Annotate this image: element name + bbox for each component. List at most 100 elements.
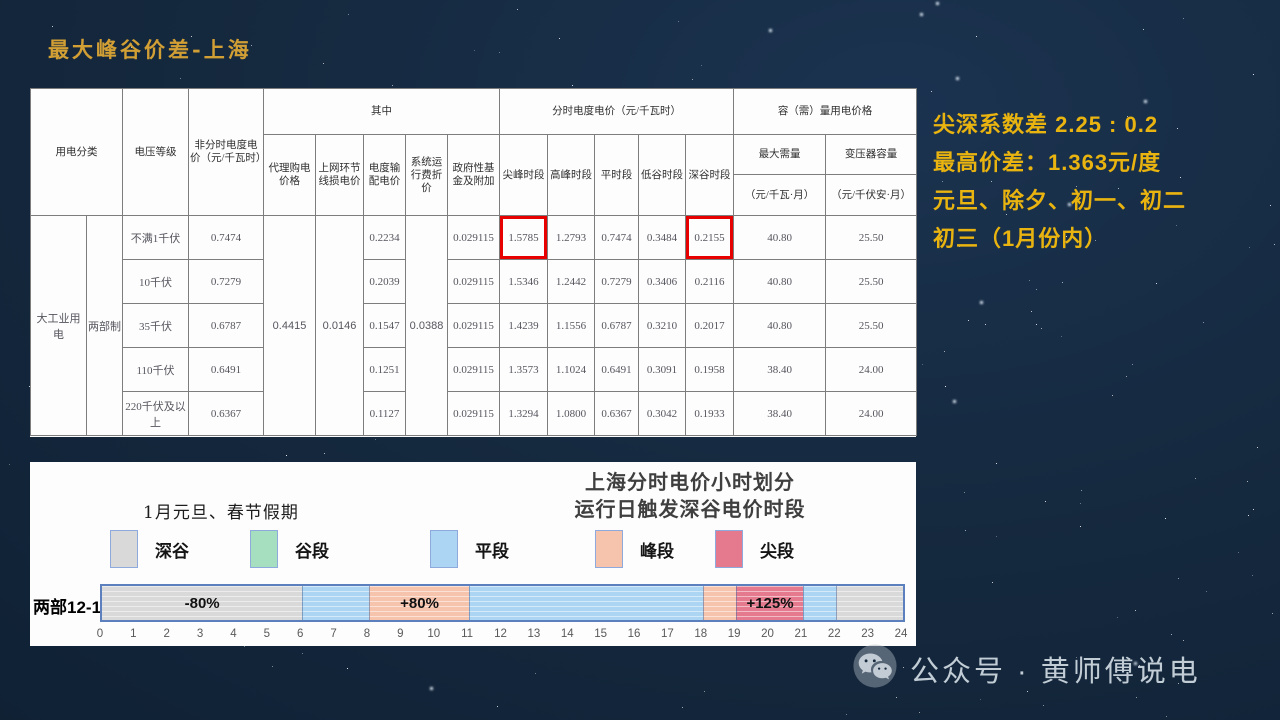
table-row: 220千伏及以上 0.6367 0.1127 0.029115 1.3294 1.0800… (31, 391, 918, 436)
axis-tick: 3 (196, 628, 204, 640)
axis-tick: 1 (130, 628, 137, 640)
cell-trans-dist: 0.1127 (363, 391, 406, 436)
header-flat: 平时段 (594, 134, 640, 216)
legend-item: 峰段 (595, 530, 674, 568)
legend-swatch (250, 530, 278, 568)
tou-segment-18-19 (702, 586, 737, 620)
wechat-icon (852, 643, 898, 694)
cell-sharp-peak: 1.5785 (499, 215, 549, 260)
legend-item: 尖段 (715, 530, 794, 568)
cell-max-demand: 38.40 (733, 391, 827, 436)
axis-tick: 23 (861, 628, 875, 640)
cell-high-peak: 1.0800 (547, 391, 596, 436)
header-usage-class: 用电分类 (30, 88, 123, 216)
cell-non-tou: 0.6491 (188, 347, 264, 392)
cell-flat: 0.6367 (594, 391, 640, 436)
tou-segment-8-11: +80% (369, 586, 470, 620)
cell-voltage: 220千伏及以上 (122, 391, 189, 436)
tou-segment-22-24 (836, 586, 903, 620)
legend-swatch (110, 530, 138, 568)
legend-item: 深谷 (110, 530, 189, 568)
axis-tick: 14 (560, 628, 574, 640)
chart-title-line1: 上海分时电价小时划分 (585, 472, 795, 494)
starfield-decoration (0, 0, 1, 1)
cell-gov-fund: 0.029115 (446, 259, 501, 304)
cell-trans-dist: 0.1547 (363, 303, 406, 348)
legend-item: 谷段 (250, 530, 329, 568)
cell-high-peak: 1.2793 (547, 215, 596, 260)
header-sharp-peak: 尖峰时段 (499, 134, 549, 216)
cell-line-loss: 0.0146 (315, 215, 364, 436)
header-transformer-unit: （元/千伏安·月） (825, 174, 918, 216)
cell-transformer: 25.50 (825, 259, 918, 304)
cell-deep-valley: 0.1958 (685, 347, 735, 392)
axis-tick: 8 (363, 628, 371, 640)
cell-non-tou: 0.7474 (188, 215, 264, 260)
axis-tick: 6 (297, 628, 304, 640)
cell-deep-valley: 0.1933 (685, 391, 735, 436)
axis-tick: 20 (761, 628, 774, 640)
cell-voltage: 不满1千伏 (122, 215, 189, 260)
cell-flat: 0.6491 (594, 347, 640, 392)
axis-tick: 4 (230, 628, 237, 640)
cell-valley: 0.3484 (638, 215, 687, 260)
axis-tick: 2 (163, 628, 170, 640)
header-system-operation: 系统运行费折价 (405, 134, 448, 216)
cell-max-demand: 40.80 (733, 303, 827, 348)
legend-label: 平段 (475, 541, 509, 561)
cell-trans-dist: 0.1251 (363, 347, 406, 392)
table-row: 35千伏 0.6787 0.1547 0.029115 1.4239 1.1556 0.67… (31, 303, 918, 348)
annotation-line: 初三（1月份内） (933, 226, 1108, 251)
cell-agent-purchase: 0.4415 (263, 215, 316, 436)
cell-trans-dist: 0.2234 (363, 215, 406, 260)
cell-non-tou: 0.6787 (188, 303, 264, 348)
cell-flat: 0.6787 (594, 303, 640, 348)
cell-voltage: 10千伏 (122, 259, 189, 304)
axis-tick: 10 (427, 628, 441, 640)
axis-tick: 21 (794, 628, 808, 640)
axis-tick: 22 (827, 628, 841, 640)
cell-non-tou: 0.7279 (188, 259, 264, 304)
cell-gov-fund: 0.029115 (446, 391, 501, 436)
table-row: 大工业用电 两部制 不满1千伏 0.7474 0.4415 0.0146 0.2234 0.0… (30, 215, 918, 436)
cell-max-demand: 40.80 (733, 259, 827, 304)
cell-gov-fund: 0.029115 (446, 347, 501, 392)
watermark-text: 公众号 · 黄师傅说电 (910, 655, 1201, 688)
legend-swatch (595, 530, 623, 568)
axis-tick: 12 (494, 628, 507, 640)
bar-row-label: 两部12-1 (33, 598, 102, 617)
cell-valley: 0.3091 (638, 347, 687, 392)
table-row: 10千伏 0.7279 0.2039 0.029115 1.5346 1.2442 0.72… (31, 259, 918, 304)
tou-segment-0-6: -80% (102, 586, 303, 620)
cell-sharp-peak: 1.4239 (499, 303, 549, 348)
tou-chart-panel: 上海分时电价小时划分 运行日触发深谷电价时段 1月元旦、春节假期 深谷 谷段 平段 峰… (30, 462, 916, 646)
cell-flat: 0.7279 (594, 259, 640, 304)
cell-valley: 0.3406 (638, 259, 687, 304)
cell-deep-valley: 0.2116 (685, 259, 735, 304)
cell-usage-class: 大工业用电 (30, 215, 87, 436)
axis-tick: 15 (594, 628, 608, 640)
header-among-which: 其中 (262, 88, 501, 135)
annotation-block: 尖深系数差 2.25 : 0.2 最高价差：1.363元/度 元旦、除夕、初一、… (933, 106, 1268, 258)
axis-tick: 17 (660, 628, 674, 640)
cell-gov-fund: 0.029115 (446, 215, 501, 260)
cell-sharp-peak: 1.3294 (499, 391, 549, 436)
header-voltage-level: 电压等级 (122, 88, 189, 216)
header-deep-valley: 深谷时段 (685, 134, 735, 216)
header-trans-dist: 电度输配电价 (363, 134, 406, 216)
cell-transformer: 24.00 (825, 391, 918, 436)
table-row: 110千伏 0.6491 0.1251 0.029115 1.3573 1.1024 0.6… (31, 347, 918, 392)
cell-max-demand: 40.80 (733, 215, 827, 260)
axis-tick: 9 (397, 628, 404, 640)
cell-valley: 0.3210 (638, 303, 687, 348)
axis-tick: 19 (727, 628, 741, 640)
holiday-label: 1月元旦、春节假期 (143, 503, 299, 523)
legend-label: 深谷 (155, 541, 189, 561)
legend-swatch (715, 530, 743, 568)
cell-high-peak: 1.2442 (547, 259, 596, 304)
cell-sharp-peak: 1.3573 (499, 347, 549, 392)
watermark: 公众号 · 黄师傅说电 (852, 643, 1201, 694)
cell-high-peak: 1.1024 (547, 347, 596, 392)
price-table: 用电分类 电压等级 非分时电度电价（元/千瓦时） 其中 分时电度电价（元/千瓦时… (30, 88, 918, 436)
